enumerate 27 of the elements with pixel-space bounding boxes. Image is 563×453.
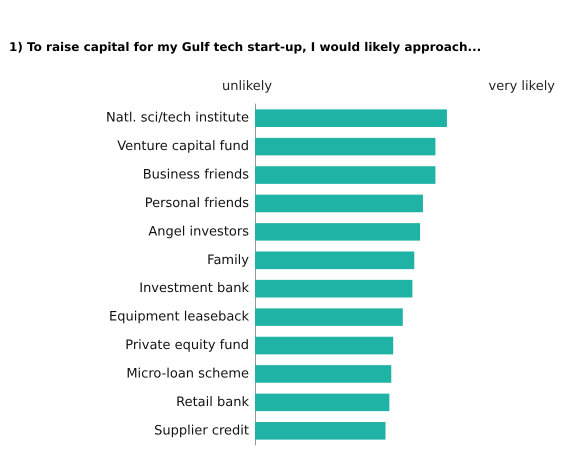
y-tick-label: Supplier credit	[154, 423, 249, 438]
y-tick-label: Micro-loan scheme	[126, 366, 249, 382]
bar	[255, 422, 386, 440]
bar	[255, 166, 436, 184]
y-tick-label: Business friends	[142, 168, 250, 183]
bar	[255, 251, 414, 270]
bar	[255, 365, 392, 383]
bar	[255, 109, 447, 128]
bar	[255, 394, 390, 412]
y-tick-label: Venture capital fund	[117, 139, 249, 154]
text: unlikely	[222, 79, 272, 94]
y-tick-label: Natl. sci/tech institute	[106, 110, 249, 126]
y-tick-label: Retail bank	[176, 394, 250, 410]
bar	[255, 308, 403, 326]
y-tick-label: Equipment leaseback	[109, 310, 250, 325]
y-tick-label: Private equity fund	[125, 338, 249, 354]
y-tick-label: Investment bank	[139, 281, 250, 296]
bar	[255, 336, 394, 354]
bar	[255, 194, 423, 212]
chart-title: 1) To raise capital for my Gulf tech start-up, I would likely approach...	[9, 40, 482, 54]
y-tick-label: Personal friends	[144, 196, 250, 211]
y-tick-label: Angel investors	[148, 224, 250, 240]
bar	[255, 280, 412, 298]
bar	[255, 223, 420, 241]
text: very likely	[488, 79, 556, 94]
bar	[255, 138, 436, 156]
y-tick-label: Family	[207, 252, 250, 268]
